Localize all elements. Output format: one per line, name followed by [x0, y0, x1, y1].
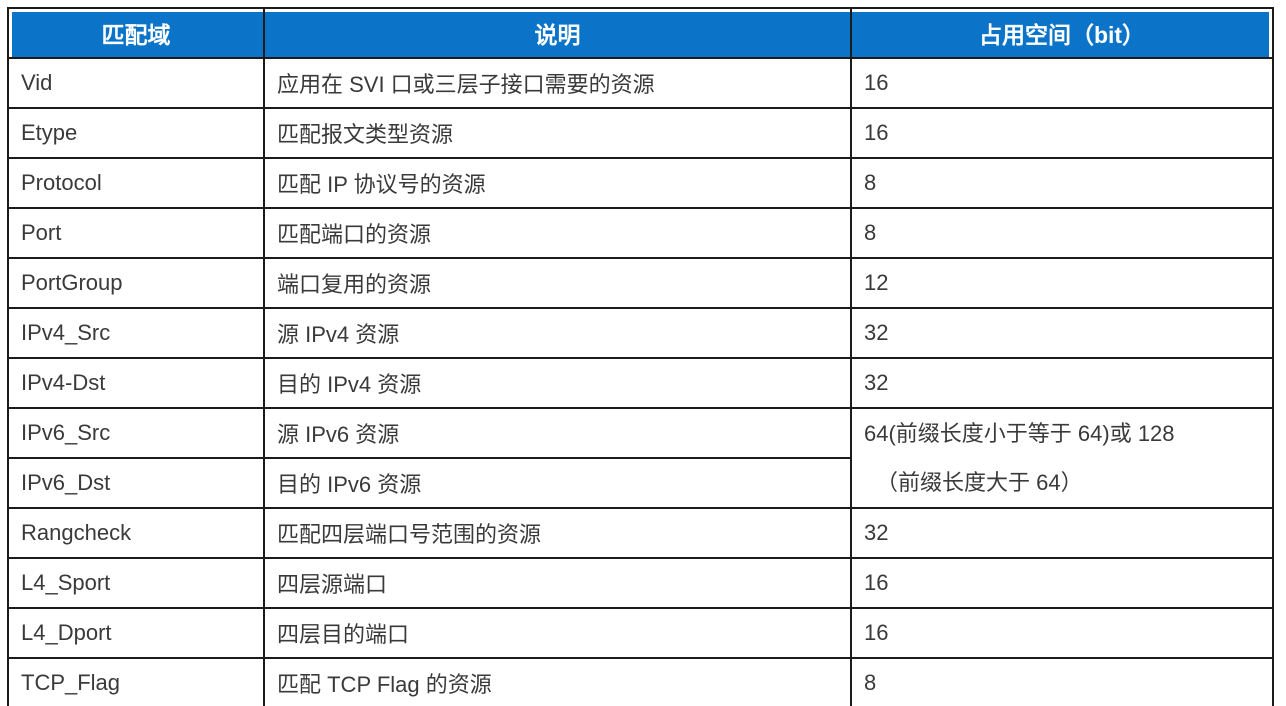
bits-cell: 16 — [850, 107, 1274, 159]
table-row: L4_Dport 四层目的端口 16 — [7, 607, 1274, 659]
table-row: PortGroup 端口复用的资源 12 — [7, 257, 1274, 309]
table-row: Port 匹配端口的资源 8 — [7, 207, 1274, 259]
header-row: 匹配域 说明 占用空间（bit） — [7, 7, 1274, 59]
merged-bits-line1: 64(前缀长度小于等于 64)或 128 — [864, 421, 1175, 446]
bits-cell-merged: 64(前缀长度小于等于 64)或 128 （前缀长度大于 64） — [850, 407, 1274, 509]
desc-cell: 四层目的端口 — [263, 607, 852, 659]
bits-cell: 32 — [850, 507, 1274, 559]
col-header-match-field: 匹配域 — [7, 7, 265, 59]
col-header-bits: 占用空间（bit） — [850, 7, 1274, 59]
table-row: IPv4_Src 源 IPv4 资源 32 — [7, 307, 1274, 359]
table-row: IPv6_Dst 目的 IPv6 资源 — [7, 457, 1273, 509]
desc-cell: 匹配报文类型资源 — [263, 107, 852, 159]
table-row: IPv4-Dst 目的 IPv4 资源 32 — [7, 357, 1274, 409]
desc-cell: 四层源端口 — [263, 557, 852, 609]
field-cell: L4_Dport — [7, 607, 265, 659]
field-cell: IPv4_Src — [7, 307, 265, 359]
desc-cell: 端口复用的资源 — [263, 257, 852, 309]
field-cell: TCP_Flag — [7, 657, 265, 706]
bits-cell: 16 — [850, 57, 1274, 109]
field-cell: Vid — [7, 57, 265, 109]
merged-bits-line2: （前缀长度大于 64） — [876, 470, 1083, 495]
table-row: IPv6_Src 源 IPv6 资源 64(前缀长度小于等于 64)或 128 … — [7, 407, 1274, 509]
bits-cell: 32 — [850, 357, 1274, 409]
bits-cell: 8 — [850, 207, 1274, 259]
desc-cell: 匹配四层端口号范围的资源 — [263, 507, 852, 559]
field-cell: Port — [7, 207, 265, 259]
table-row: L4_Sport 四层源端口 16 — [7, 557, 1274, 609]
field-cell: Rangcheck — [7, 507, 265, 559]
bits-cell: 16 — [850, 607, 1274, 659]
bits-cell: 16 — [850, 557, 1274, 609]
field-cell: PortGroup — [7, 257, 265, 309]
acl-resource-table: 匹配域 说明 占用空间（bit） Vid 应用在 SVI 口或三层子接口需要的资… — [7, 7, 1274, 706]
bits-cell: 12 — [850, 257, 1274, 309]
table-row: Vid 应用在 SVI 口或三层子接口需要的资源 16 — [7, 57, 1274, 109]
desc-cell: 应用在 SVI 口或三层子接口需要的资源 — [263, 57, 852, 109]
field-cell: Etype — [7, 107, 265, 159]
bits-cell: 32 — [850, 307, 1274, 359]
table-row: TCP_Flag 匹配 TCP Flag 的资源 8 — [7, 657, 1274, 706]
desc-cell: 源 IPv4 资源 — [263, 307, 852, 359]
desc-cell: 目的 IPv6 资源 — [263, 457, 852, 509]
col-header-description: 说明 — [263, 7, 852, 59]
field-cell: IPv6_Dst — [7, 457, 265, 509]
desc-cell: 匹配 TCP Flag 的资源 — [263, 657, 852, 706]
desc-cell: 匹配 IP 协议号的资源 — [263, 157, 852, 209]
desc-cell: 源 IPv6 资源 — [263, 407, 852, 459]
field-cell: IPv6_Src — [7, 407, 265, 459]
table-row: Etype 匹配报文类型资源 16 — [7, 107, 1274, 159]
bits-cell: 8 — [850, 657, 1274, 706]
field-cell: Protocol — [7, 157, 265, 209]
desc-cell: 目的 IPv4 资源 — [263, 357, 852, 409]
field-cell: IPv4-Dst — [7, 357, 265, 409]
bits-cell: 8 — [850, 157, 1274, 209]
field-cell: L4_Sport — [7, 557, 265, 609]
table-row: Rangcheck 匹配四层端口号范围的资源 32 — [7, 507, 1274, 559]
desc-cell: 匹配端口的资源 — [263, 207, 852, 259]
table-row: Protocol 匹配 IP 协议号的资源 8 — [7, 157, 1274, 209]
